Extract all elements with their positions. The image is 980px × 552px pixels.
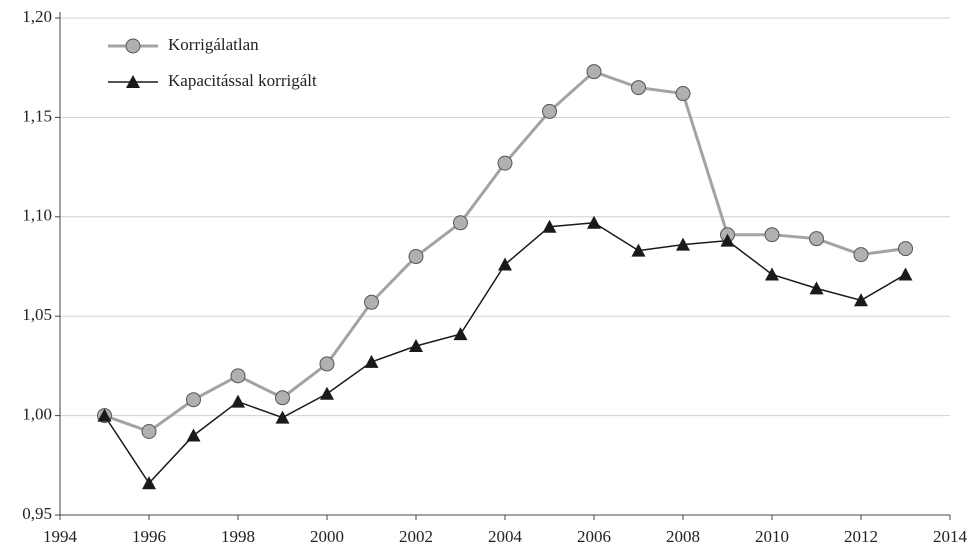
point [809, 281, 824, 295]
point [676, 237, 690, 251]
point [898, 241, 913, 257]
point [631, 243, 646, 257]
point [765, 267, 779, 281]
point [141, 424, 157, 440]
point [453, 215, 468, 231]
y-tick-label: 1,00 [22, 405, 52, 424]
point [408, 249, 424, 265]
x-tick-label: 2014 [933, 527, 968, 546]
point [720, 233, 735, 247]
point [542, 103, 557, 119]
y-tick-label: 1,15 [22, 106, 52, 125]
point [542, 219, 557, 233]
x-tick-label: 1994 [43, 527, 78, 546]
x-tick-label: 2000 [310, 527, 344, 546]
point [587, 215, 601, 229]
legend-label: Korrigálatlan [168, 35, 259, 54]
y-tick-label: 0,95 [22, 504, 52, 523]
legend-label: Kapacitással korrigált [168, 71, 317, 90]
y-tick-label: 1,05 [22, 305, 52, 324]
point [275, 390, 290, 406]
point [364, 354, 379, 368]
legend-marker [126, 75, 140, 88]
point [764, 227, 780, 243]
point [97, 408, 112, 422]
point [142, 476, 156, 490]
point [319, 356, 335, 372]
point [631, 80, 646, 96]
point [898, 267, 913, 281]
point [409, 339, 423, 353]
point [275, 410, 290, 424]
series-line [103, 69, 906, 434]
point [231, 394, 245, 408]
x-tick-label: 1998 [221, 527, 255, 546]
x-tick-label: 2006 [577, 527, 611, 546]
x-tick-label: 2002 [399, 527, 433, 546]
x-tick-label: 1996 [132, 527, 166, 546]
y-tick-label: 1,10 [22, 206, 52, 225]
point [675, 86, 691, 102]
y-tick-label: 1,20 [22, 7, 52, 26]
point [186, 428, 201, 442]
point [230, 368, 246, 384]
point [186, 392, 201, 408]
x-tick-label: 2008 [666, 527, 700, 546]
x-tick-label: 2012 [844, 527, 878, 546]
point [453, 327, 468, 341]
point [854, 293, 868, 307]
point [364, 294, 379, 310]
x-tick-label: 2004 [488, 527, 523, 546]
point [586, 64, 602, 80]
point [853, 247, 869, 263]
point [497, 155, 513, 171]
point [809, 231, 824, 247]
point [320, 386, 334, 400]
legend-marker [125, 38, 141, 54]
point [498, 257, 512, 271]
x-tick-label: 2010 [755, 527, 789, 546]
